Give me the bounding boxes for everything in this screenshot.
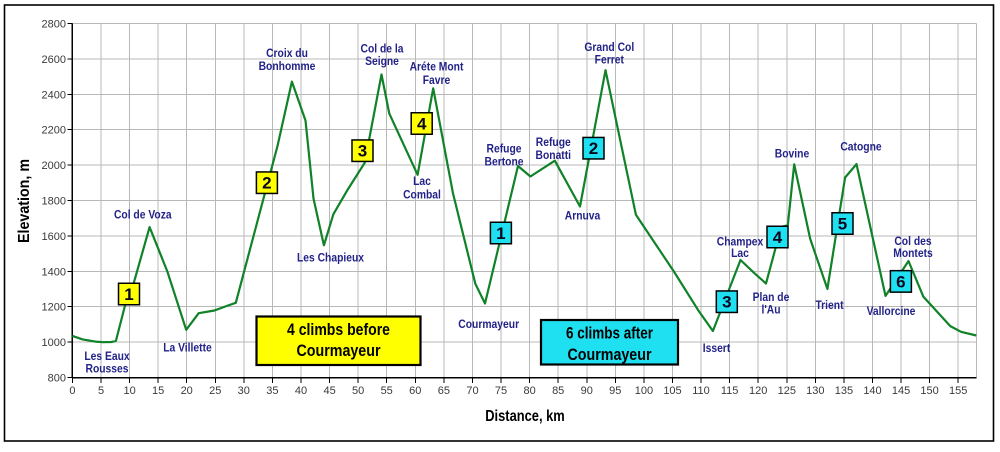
svg-text:75: 75: [495, 385, 507, 397]
svg-text:2200: 2200: [42, 125, 66, 137]
svg-text:Bonatti: Bonatti: [536, 149, 572, 162]
svg-text:1800: 1800: [42, 196, 66, 208]
svg-text:2600: 2600: [42, 54, 66, 66]
svg-text:3: 3: [722, 293, 731, 312]
svg-text:2000: 2000: [42, 160, 66, 172]
svg-text:Col de la: Col de la: [361, 43, 404, 56]
svg-text:55: 55: [381, 385, 393, 397]
svg-text:6 climbs after: 6 climbs after: [566, 324, 653, 343]
svg-text:l'Au: l'Au: [762, 304, 781, 317]
svg-text:Grand Col: Grand Col: [584, 41, 634, 54]
svg-text:Combal: Combal: [403, 189, 441, 202]
svg-text:Rousses: Rousses: [86, 363, 129, 376]
svg-text:5: 5: [838, 215, 847, 234]
svg-text:Croix du: Croix du: [266, 47, 308, 60]
svg-text:1600: 1600: [42, 231, 66, 243]
svg-text:15: 15: [152, 385, 164, 397]
svg-text:90: 90: [581, 385, 593, 397]
svg-text:Lac: Lac: [413, 175, 431, 188]
svg-text:35: 35: [266, 385, 278, 397]
svg-text:Refuge: Refuge: [536, 136, 571, 149]
svg-text:Ferret: Ferret: [595, 54, 624, 67]
svg-text:4: 4: [417, 115, 427, 134]
svg-text:2: 2: [589, 139, 598, 158]
svg-text:1: 1: [496, 224, 505, 243]
svg-text:Trient: Trient: [815, 299, 843, 312]
svg-text:2800: 2800: [42, 19, 66, 31]
svg-text:4: 4: [773, 228, 783, 247]
svg-text:4 climbs before: 4 climbs before: [287, 320, 390, 339]
svg-text:Col des: Col des: [894, 235, 931, 248]
svg-text:40: 40: [295, 385, 307, 397]
svg-text:50: 50: [352, 385, 364, 397]
svg-text:Col de Voza: Col de Voza: [114, 209, 172, 222]
svg-text:145: 145: [892, 385, 910, 397]
svg-text:Catogne: Catogne: [840, 141, 882, 154]
svg-text:Distance, km: Distance, km: [485, 408, 565, 425]
svg-text:120: 120: [749, 385, 767, 397]
svg-text:0: 0: [69, 385, 75, 397]
svg-text:2400: 2400: [42, 89, 66, 101]
svg-text:140: 140: [863, 385, 881, 397]
svg-text:95: 95: [609, 385, 621, 397]
svg-text:155: 155: [949, 385, 967, 397]
svg-text:Courmayeur: Courmayeur: [297, 341, 381, 360]
svg-text:Champex: Champex: [717, 236, 764, 249]
svg-text:Elevation, m: Elevation, m: [16, 159, 33, 243]
svg-text:Montets: Montets: [893, 247, 933, 260]
svg-text:150: 150: [920, 385, 938, 397]
svg-text:115: 115: [721, 385, 739, 397]
svg-text:80: 80: [523, 385, 535, 397]
svg-text:1400: 1400: [42, 266, 66, 278]
svg-text:85: 85: [552, 385, 564, 397]
svg-text:La Villette: La Villette: [163, 342, 212, 355]
svg-text:20: 20: [181, 385, 193, 397]
svg-text:5: 5: [98, 385, 104, 397]
svg-text:105: 105: [663, 385, 681, 397]
svg-text:Vallorcine: Vallorcine: [867, 305, 916, 318]
svg-text:60: 60: [409, 385, 421, 397]
svg-text:125: 125: [778, 385, 796, 397]
svg-text:1: 1: [124, 285, 133, 304]
svg-text:6: 6: [896, 272, 905, 291]
svg-text:Favre: Favre: [423, 74, 451, 87]
svg-text:1000: 1000: [42, 337, 66, 349]
svg-text:10: 10: [123, 385, 135, 397]
svg-text:Seigne: Seigne: [365, 55, 399, 68]
svg-text:30: 30: [238, 385, 250, 397]
svg-text:70: 70: [466, 385, 478, 397]
svg-text:Issert: Issert: [703, 342, 731, 355]
svg-text:25: 25: [209, 385, 221, 397]
svg-text:Aréte Mont: Aréte Mont: [410, 61, 464, 74]
svg-text:2: 2: [262, 174, 271, 193]
svg-text:Plan de: Plan de: [753, 291, 790, 304]
svg-text:100: 100: [635, 385, 653, 397]
svg-text:1200: 1200: [42, 302, 66, 314]
svg-text:3: 3: [358, 142, 367, 161]
svg-text:Lac: Lac: [731, 247, 749, 260]
svg-text:Courmayeur: Courmayeur: [458, 318, 519, 331]
svg-text:135: 135: [835, 385, 853, 397]
svg-text:Bonhomme: Bonhomme: [259, 60, 316, 73]
svg-text:800: 800: [48, 373, 66, 385]
svg-text:Les Eaux: Les Eaux: [84, 350, 130, 363]
svg-text:Refuge: Refuge: [487, 143, 522, 156]
svg-text:45: 45: [323, 385, 335, 397]
svg-text:Bertone: Bertone: [485, 156, 524, 169]
svg-text:130: 130: [806, 385, 824, 397]
svg-text:Arnuva: Arnuva: [565, 210, 601, 223]
svg-text:Bovine: Bovine: [775, 148, 810, 161]
svg-text:65: 65: [438, 385, 450, 397]
svg-text:110: 110: [692, 385, 710, 397]
svg-text:Les Chapieux: Les Chapieux: [297, 251, 365, 264]
svg-text:Courmayeur: Courmayeur: [568, 345, 652, 364]
